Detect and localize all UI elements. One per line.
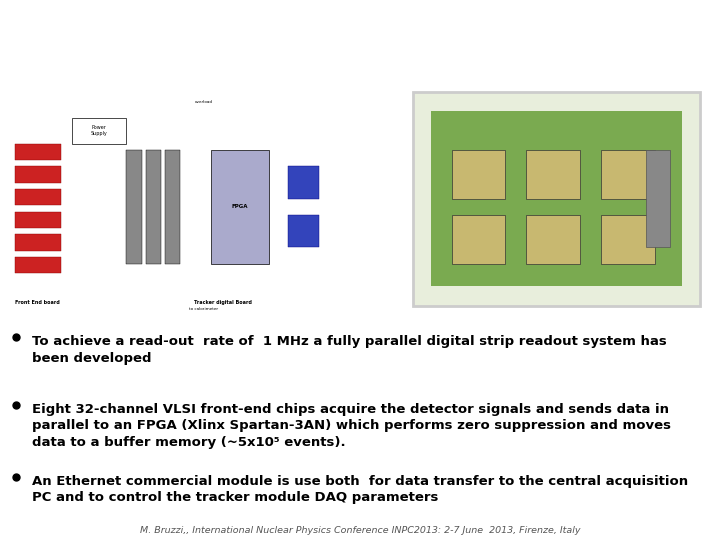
- Bar: [14, 234, 61, 251]
- Text: To achieve a read-out  rate of  1 MHz a fully parallel digital strip readout sys: To achieve a read-out rate of 1 MHz a fu…: [32, 335, 667, 364]
- Bar: [68, 111, 319, 286]
- Bar: [14, 166, 61, 183]
- Bar: [646, 150, 670, 247]
- Text: FPGA: FPGA: [232, 204, 248, 210]
- Bar: [14, 189, 61, 205]
- Bar: [526, 215, 580, 264]
- Bar: [14, 257, 61, 273]
- Bar: [73, 118, 127, 144]
- Bar: [451, 215, 505, 264]
- Text: Power
Supply: Power Supply: [91, 125, 108, 136]
- Text: Tracker module architecture: Tracker module architecture: [72, 23, 648, 57]
- Text: Front End board: Front End board: [15, 300, 60, 305]
- Bar: [451, 150, 505, 199]
- Text: An Ethernet commercial module is use both  for data transfer to the central acqu: An Ethernet commercial module is use bot…: [32, 475, 688, 504]
- Bar: [526, 150, 580, 199]
- Bar: [14, 144, 61, 160]
- Text: M. Bruzzi,, International Nuclear Physics Conference INPC2013: 2-7 June  2013, F: M. Bruzzi,, International Nuclear Physic…: [140, 526, 580, 536]
- Bar: [145, 150, 161, 264]
- Bar: [601, 215, 654, 264]
- Text: overload: overload: [194, 99, 212, 104]
- Text: Module sensor: Module sensor: [0, 184, 1, 214]
- Text: Tracker digital Board: Tracker digital Board: [194, 300, 251, 305]
- Bar: [288, 215, 319, 247]
- Bar: [127, 150, 142, 264]
- Bar: [211, 150, 269, 264]
- Text: Eight 32-channel VLSI front-end chips acquire the detector signals and sends dat: Eight 32-channel VLSI front-end chips ac…: [32, 403, 671, 449]
- Bar: [601, 150, 654, 199]
- Bar: [14, 212, 61, 228]
- Bar: [165, 150, 180, 264]
- Bar: [288, 166, 319, 199]
- Text: to calorimeter: to calorimeter: [189, 307, 218, 310]
- Bar: [431, 111, 682, 286]
